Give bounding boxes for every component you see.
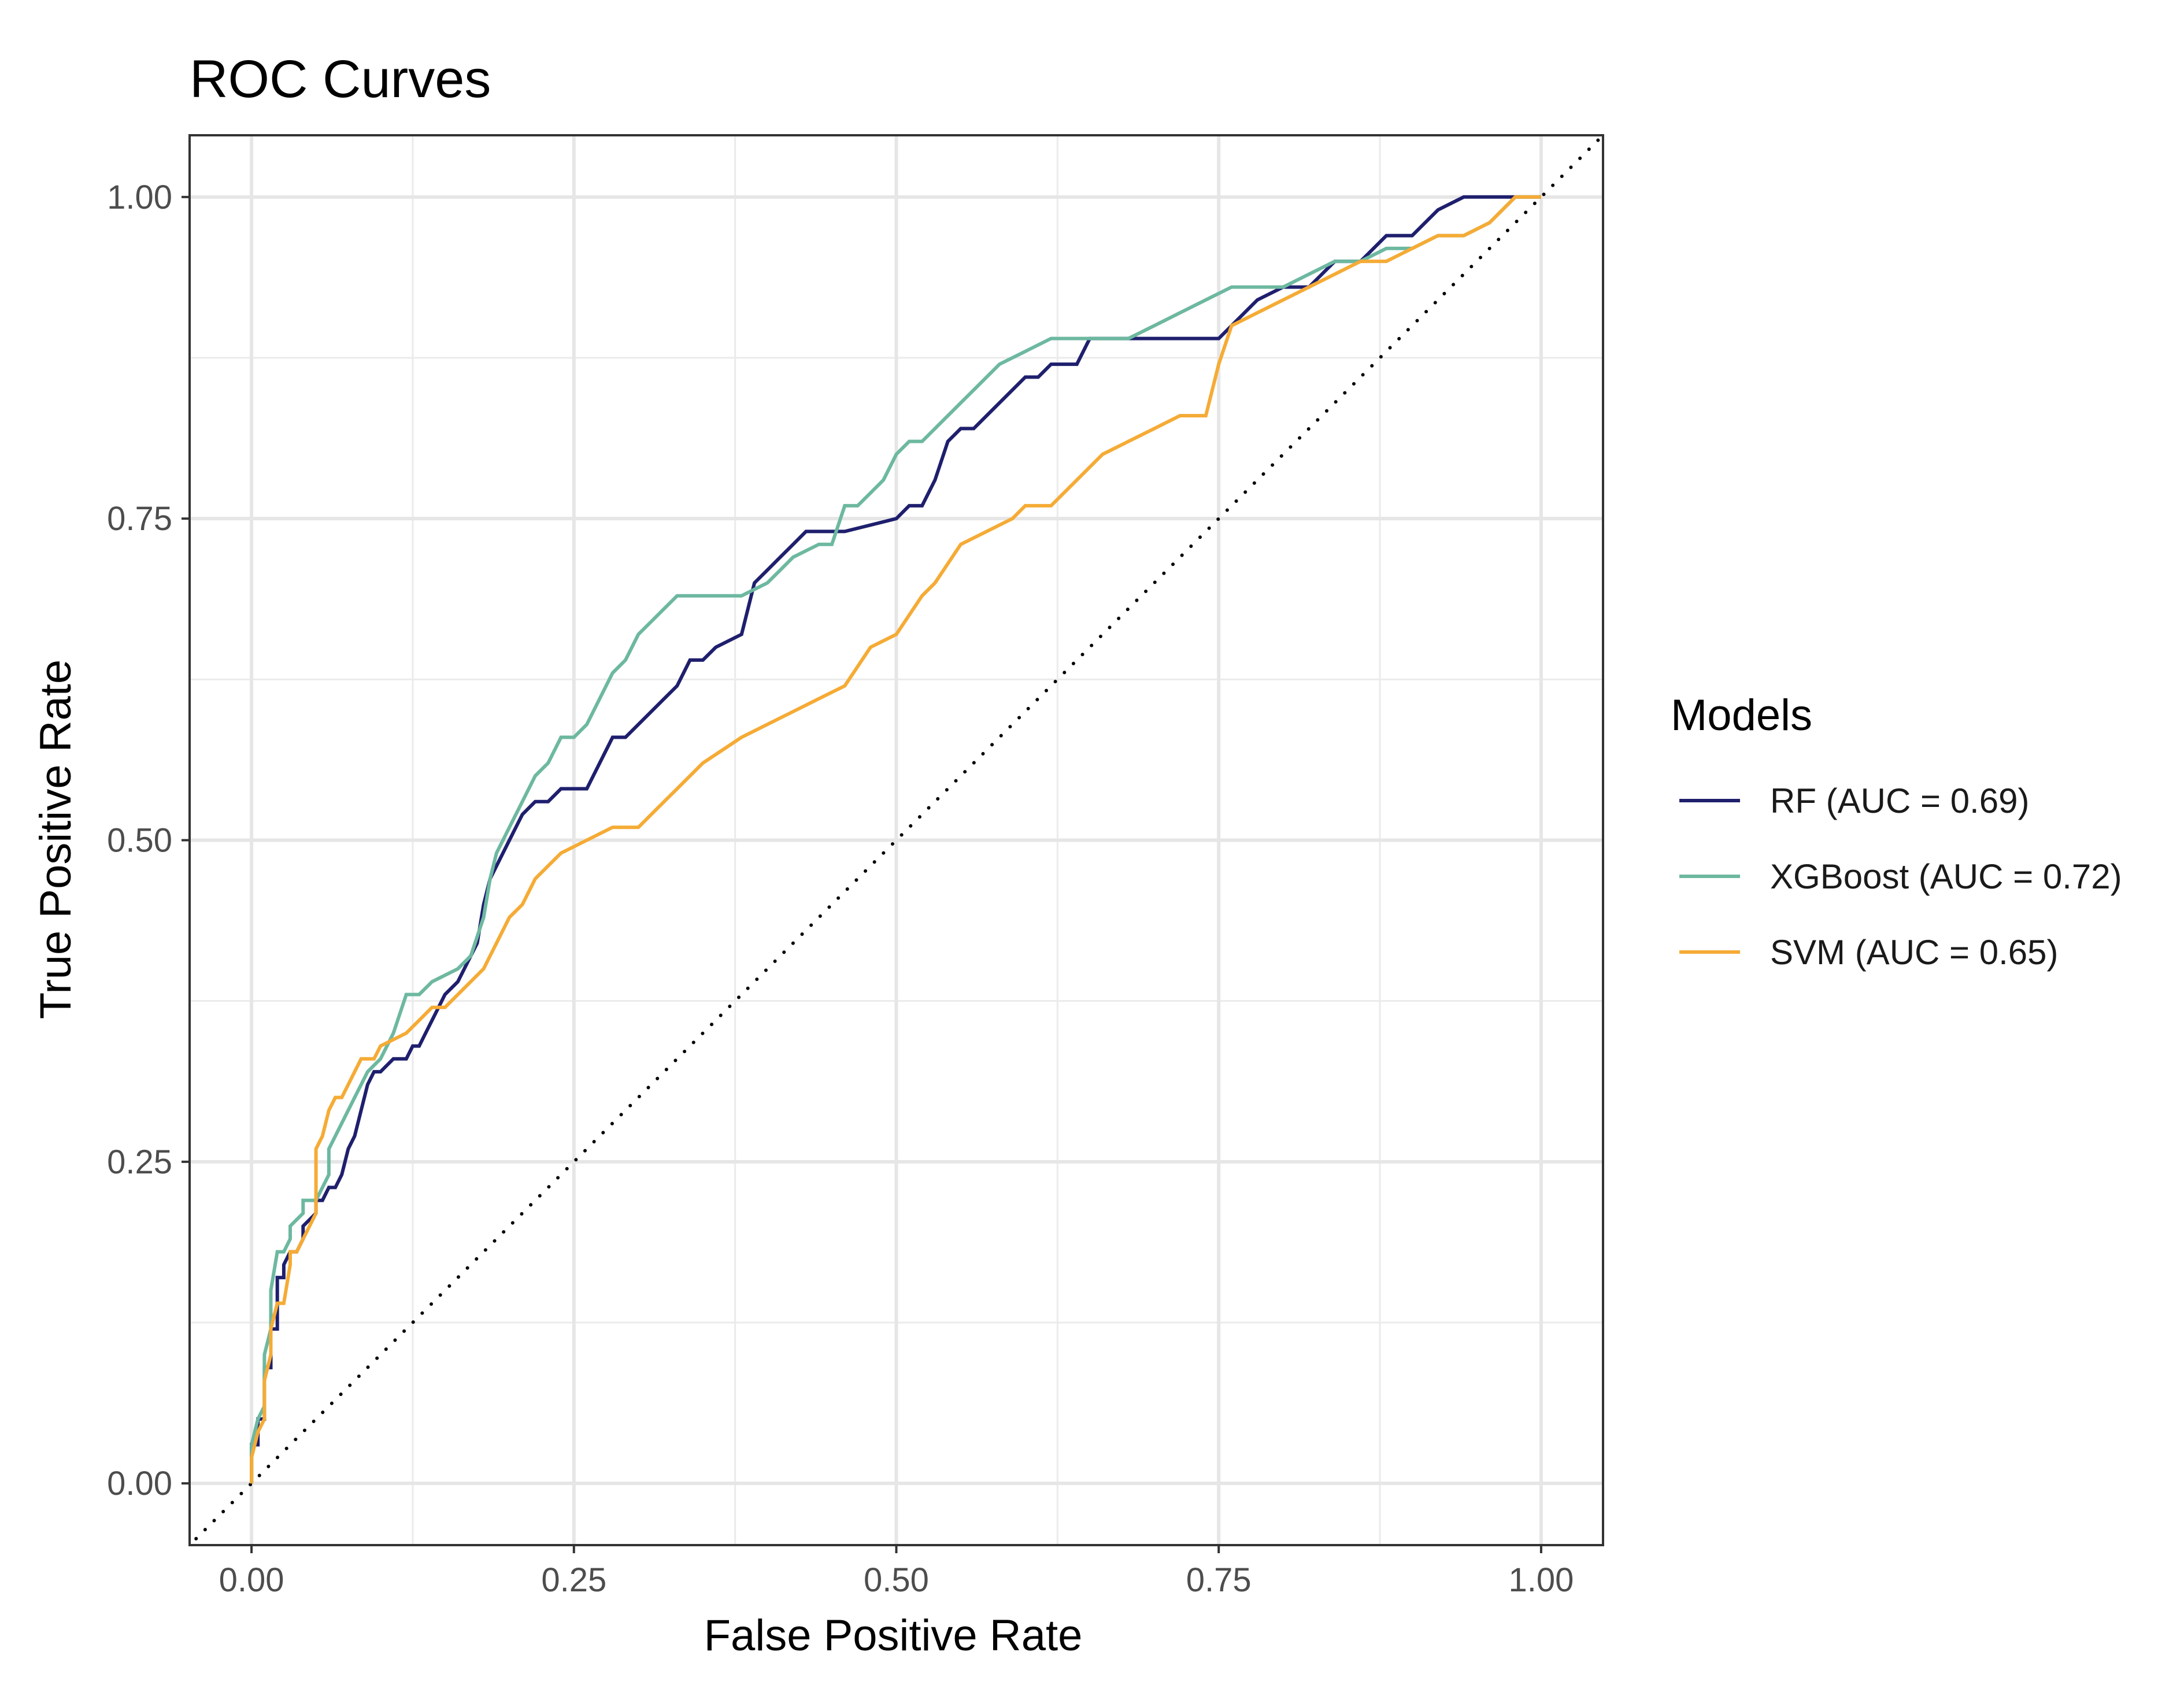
x-tick-label: 0.25 — [541, 1561, 606, 1599]
y-tick-label: 0.50 — [107, 822, 172, 860]
x-axis-ticks: 0.00 0.25 0.50 0.75 1.00 — [219, 1545, 1574, 1599]
x-tick-label: 0.50 — [864, 1561, 929, 1599]
x-tick-label: 0.00 — [219, 1561, 284, 1599]
y-axis-ticks: 0.00 0.25 0.50 0.75 1.00 — [107, 179, 190, 1502]
legend-label-1: XGBoost (AUC = 0.72) — [1770, 857, 2122, 896]
legend-items: RF (AUC = 0.69) XGBoost (AUC = 0.72) SVM (… — [1679, 782, 2122, 972]
y-tick-label: 0.75 — [107, 500, 172, 538]
y-axis-title: True Positive Rate — [31, 660, 80, 1019]
x-tick-label: 1.00 — [1508, 1561, 1574, 1599]
chart-title: ROC Curves — [190, 50, 491, 109]
roc-series — [250, 195, 1541, 1484]
plot-data-layer — [190, 135, 1603, 1545]
legend-title: Models — [1671, 691, 1812, 740]
y-tick-label: 1.00 — [107, 179, 172, 216]
x-axis-title: False Positive Rate — [704, 1611, 1083, 1660]
legend: Models RF (AUC = 0.69) XGBoost (AUC = 0.7… — [1671, 691, 2122, 972]
legend-label-0: RF (AUC = 0.69) — [1770, 782, 2029, 820]
series-line-2 — [250, 195, 1541, 1484]
x-tick-label: 0.75 — [1186, 1561, 1252, 1599]
legend-label-2: SVM (AUC = 0.65) — [1770, 933, 2059, 972]
series-line-1 — [250, 195, 1541, 1484]
y-tick-label: 0.25 — [107, 1143, 172, 1181]
diagonal-reference-line — [190, 135, 1603, 1545]
y-tick-label: 0.00 — [107, 1465, 172, 1502]
